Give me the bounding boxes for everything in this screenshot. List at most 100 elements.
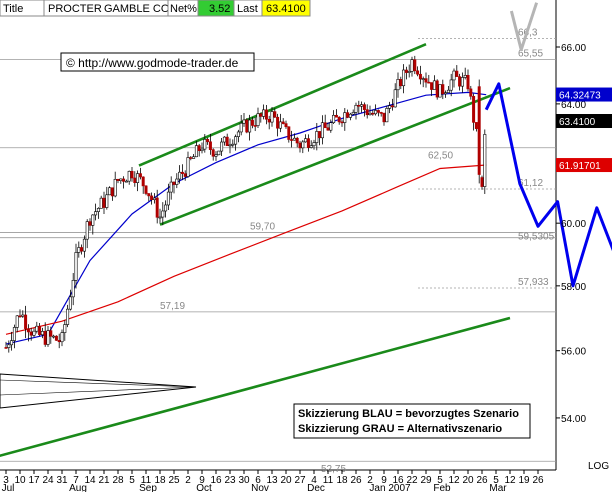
candle-body: [337, 116, 341, 123]
candle-body: [164, 204, 168, 212]
candle-82: [234, 134, 238, 151]
candle-body: [197, 145, 201, 152]
candle-body: [318, 131, 322, 139]
candle-body: [18, 315, 22, 318]
level-label-2: 62,50: [428, 151, 453, 162]
candle-body: [404, 69, 408, 73]
candle-body: [463, 74, 467, 78]
candle-131: [371, 109, 375, 116]
log-scale-caption: LOG: [588, 461, 609, 472]
candle-144: [407, 64, 411, 78]
x-day-label-34: 26: [476, 475, 488, 486]
candle-9: [29, 327, 33, 341]
candle-170: [480, 175, 484, 190]
candle-body: [119, 178, 123, 181]
x-day-label-1: 10: [14, 475, 26, 486]
candle-body: [141, 176, 145, 187]
level-label-7: 57,19: [160, 301, 185, 312]
candle-body: [85, 221, 89, 240]
candle-body: [68, 296, 72, 310]
candle-32: [94, 203, 98, 221]
candle-body: [63, 324, 67, 333]
candle-body: [281, 121, 285, 124]
candle-45: [130, 166, 134, 182]
candle-19: [57, 333, 61, 349]
candle-119: [337, 116, 341, 125]
candle-body: [116, 178, 120, 181]
candle-109: [309, 140, 313, 149]
x-day-label-27: 9: [381, 475, 387, 486]
candle-body: [136, 173, 140, 183]
candle-105: [298, 140, 302, 153]
candle-body: [351, 112, 355, 115]
candle-145: [410, 56, 414, 77]
last-label: Last: [237, 3, 258, 15]
x-day-label-15: 16: [210, 475, 222, 486]
candle-body: [334, 114, 338, 118]
x-day-label-19: 13: [266, 475, 278, 486]
candle-73: [208, 133, 212, 155]
candle-63: [180, 164, 184, 181]
x-day-label-17: 30: [238, 475, 250, 486]
x-day-label-37: 19: [518, 475, 530, 486]
candle-136: [385, 105, 389, 123]
candle-149: [421, 76, 425, 88]
price-tag-bg: [556, 158, 612, 173]
candle-7: [24, 305, 28, 339]
candle-body: [446, 89, 450, 93]
candle-30: [88, 218, 92, 231]
candle-body: [424, 78, 428, 83]
candle-body: [29, 331, 33, 336]
candle-125: [354, 102, 358, 120]
candle-59: [169, 176, 173, 200]
candle-138: [390, 98, 394, 111]
candle-81: [231, 139, 235, 148]
candle-133: [376, 109, 380, 117]
x-month-label-3: Oct: [196, 483, 212, 492]
candle-body: [329, 122, 333, 131]
moving-average-0: [5, 91, 487, 345]
candle-body: [480, 177, 484, 187]
candle-body: [94, 211, 98, 216]
candle-body: [46, 330, 50, 345]
candle-129: [365, 104, 369, 119]
moving-average-1: [5, 164, 487, 335]
candle-body: [150, 195, 154, 201]
candle-body: [385, 108, 389, 123]
candle-56: [161, 202, 165, 226]
level-label-8: 52,75: [321, 464, 346, 475]
candle-2: [10, 331, 14, 351]
x-day-label-4: 31: [56, 475, 68, 486]
candle-8: [26, 324, 30, 342]
candle-body: [127, 170, 131, 182]
candle-97: [276, 113, 280, 137]
candle-body: [393, 89, 397, 108]
candle-117: [332, 110, 336, 124]
x-day-label-29: 22: [406, 475, 418, 486]
candle-body: [211, 149, 215, 157]
watermark: © http://www.godmode-trader.de: [60, 52, 255, 72]
candle-body: [248, 119, 252, 133]
candle-26: [77, 241, 81, 258]
candle-body: [264, 109, 268, 120]
candle-body: [421, 78, 425, 80]
candle-body: [21, 314, 25, 317]
candle-112: [318, 131, 322, 146]
candle-body: [390, 105, 394, 108]
price-tag-label: 63.4100: [559, 117, 596, 128]
x-day-label-32: 12: [448, 475, 460, 486]
candle-27: [80, 244, 84, 255]
candle-123: [348, 112, 352, 121]
candle-3: [12, 324, 16, 349]
candle-169: [477, 79, 481, 184]
candle-157: [444, 90, 448, 98]
candle-53: [152, 193, 156, 204]
candle-body: [301, 141, 305, 149]
candle-body: [152, 197, 156, 201]
candle-body: [144, 185, 148, 194]
candle-12: [38, 322, 42, 337]
candle-10: [32, 328, 36, 337]
candle-body: [365, 109, 369, 116]
candle-15: [46, 326, 50, 347]
